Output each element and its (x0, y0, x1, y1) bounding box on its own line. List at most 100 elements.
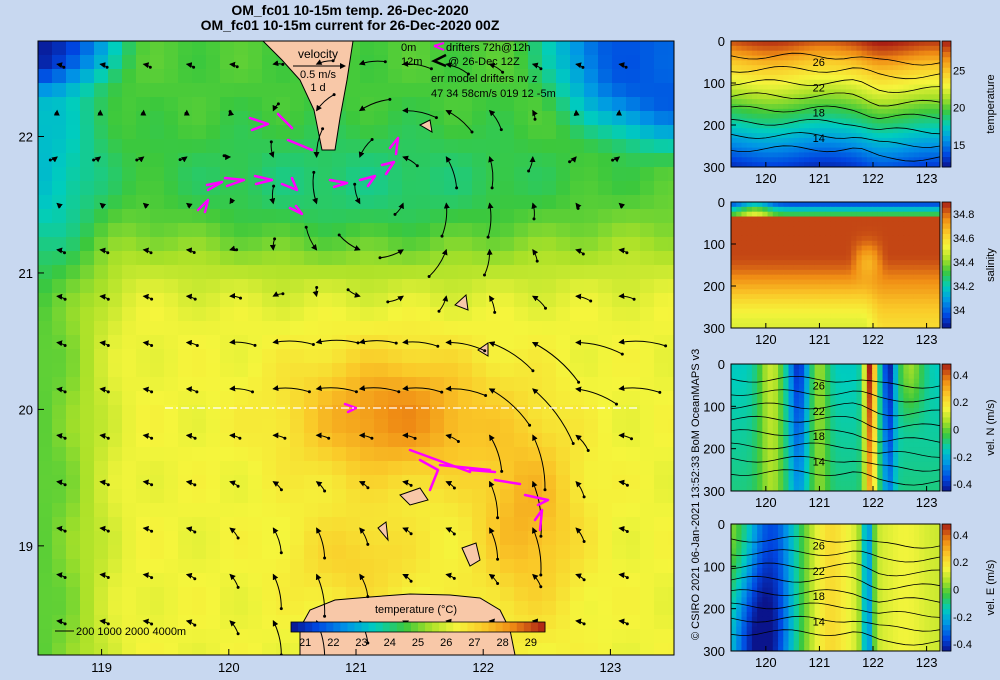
map-cell (220, 419, 235, 434)
map-cell (164, 41, 179, 56)
map-cell (360, 517, 375, 532)
section-cell (877, 289, 884, 295)
section-cell (892, 303, 899, 310)
section-cell (746, 216, 753, 222)
map-cell (430, 83, 445, 98)
section-cell (835, 157, 842, 163)
section-cell (825, 74, 831, 81)
section-cell (762, 250, 769, 256)
section-cell (924, 157, 931, 163)
map-cell (668, 125, 674, 140)
section-cell (898, 74, 905, 81)
map-cell (360, 349, 375, 364)
temperature-contour (731, 65, 940, 80)
map-cell (80, 391, 95, 406)
map-cell (80, 125, 95, 140)
section-cell (814, 50, 821, 57)
map-cell (430, 377, 445, 392)
map-cell (234, 153, 249, 168)
section-cell (762, 240, 769, 247)
section-cell (741, 383, 748, 390)
section-cell (767, 398, 774, 404)
section-cell (751, 226, 758, 232)
map-cell (108, 321, 123, 336)
section-colorbar-tick-label: 20 (953, 103, 965, 115)
section-cell (898, 235, 905, 242)
map-cell (472, 517, 487, 532)
current-vector-origin (413, 436, 417, 440)
current-vector-origin (323, 614, 327, 618)
section-cell (731, 70, 737, 76)
section-cell (778, 128, 784, 134)
section-cell (793, 265, 800, 271)
section-cell (751, 211, 758, 218)
map-cell (654, 41, 669, 56)
section-cell (825, 211, 831, 218)
section-cell (861, 74, 868, 81)
section-cell (877, 308, 884, 315)
map-cell (388, 125, 403, 140)
current-vector-origin (366, 641, 370, 645)
section-cell (861, 245, 868, 252)
section-cell (872, 79, 878, 86)
section-cell (751, 269, 758, 276)
section-cell (872, 147, 878, 154)
map-cell (598, 321, 613, 336)
map-cell (500, 251, 515, 266)
section-cell (783, 162, 790, 167)
map-cell (584, 167, 599, 182)
section-cell (908, 55, 915, 61)
section-colorbar-swatch (942, 280, 951, 287)
current-vector-origin (236, 585, 240, 589)
section-cell (919, 221, 925, 227)
map-cell (136, 489, 151, 504)
section-cell (877, 265, 884, 271)
map-cell (248, 517, 263, 532)
current-vector-origin (434, 116, 438, 120)
map-cell (304, 503, 319, 518)
map-cell (66, 461, 81, 476)
section-cell (866, 94, 873, 100)
current-vector (272, 338, 314, 345)
section-cell (778, 142, 784, 149)
section-cell (788, 206, 795, 213)
section-cell (851, 294, 857, 300)
section-cell (751, 118, 758, 124)
section-cell (809, 368, 816, 375)
section-cell (872, 313, 878, 319)
section-cell (793, 41, 800, 47)
current-vector-origin (235, 248, 239, 252)
section-cell (731, 260, 737, 266)
section-cell (741, 364, 748, 370)
map-cell (346, 279, 361, 294)
map-cell (108, 587, 123, 602)
map-cell (500, 195, 515, 210)
map-cell (528, 573, 543, 588)
current-vector-origin (409, 579, 413, 583)
section-cell (757, 70, 763, 76)
section-cell (913, 113, 920, 120)
section-cell (845, 94, 852, 100)
map-cell (346, 363, 361, 378)
section-cell (913, 274, 920, 281)
section-cell (929, 55, 936, 61)
current-vector-origin (193, 436, 197, 440)
section-cell (830, 245, 837, 252)
section-cell (882, 298, 889, 305)
section-cell (840, 41, 847, 47)
section-cell (866, 74, 873, 81)
map-cell (472, 209, 487, 224)
section-cell (819, 221, 826, 227)
section-cell (762, 137, 769, 144)
section-cell (767, 294, 774, 300)
map-cell (458, 307, 473, 322)
section-cell (746, 240, 753, 247)
section-cell (814, 45, 821, 52)
map-cell (500, 293, 515, 308)
section-cell (877, 364, 884, 370)
section-cell (877, 393, 884, 399)
section-cell (840, 60, 847, 66)
section-cell (798, 142, 805, 149)
section-cell (929, 133, 936, 139)
